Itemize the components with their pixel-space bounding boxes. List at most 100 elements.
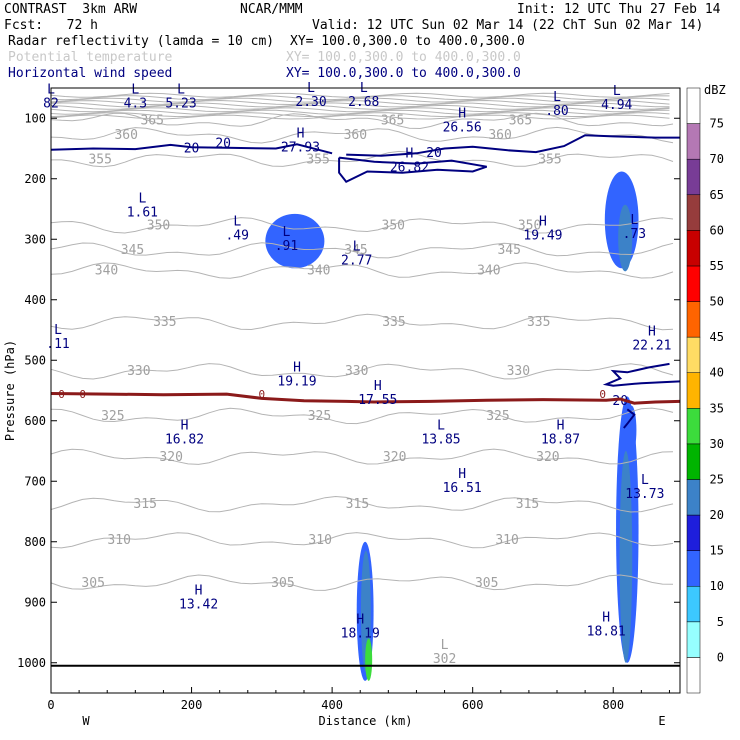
extremum-value: 2.30 (295, 95, 326, 110)
extremum-value: 16.51 (443, 481, 482, 496)
field-xy-reflectivity: XY= 100.0,300.0 to 400.0,300.0 (290, 34, 525, 49)
colorbar-swatch (686, 514, 701, 551)
theta-contour (50, 112, 670, 118)
theta-contour-label: 360 (114, 128, 137, 143)
radar-echo-layer (265, 171, 639, 681)
colorbar-swatch (686, 657, 701, 694)
theta-contour-label: 320 (383, 450, 406, 465)
theta-contour-label: 325 (486, 409, 509, 424)
x-axis-title: Distance (km) (319, 714, 413, 728)
theta-contour-label: 355 (88, 152, 111, 167)
theta-contour-label: 350 (147, 218, 170, 233)
extremum-value: .11 (46, 337, 69, 352)
colorbar-tick-label: 10 (710, 579, 724, 593)
extremum-marker: L (307, 81, 315, 96)
extremum-value: 4.3 (124, 96, 147, 111)
wind-speed-contour (602, 362, 681, 387)
colorbar-swatch (686, 265, 701, 302)
theta-contour-label: 305 (271, 576, 294, 591)
model-label: CONTRAST 3km ARW (4, 2, 138, 17)
extremum-marker: L (613, 84, 621, 99)
theta-contour (50, 102, 670, 108)
x-end-label-east: E (658, 714, 665, 728)
extremum-marker: H (539, 214, 547, 229)
theta-contour-label: 330 (507, 364, 530, 379)
extremum-marker: H (458, 107, 466, 122)
theta-contour (50, 97, 670, 103)
extremum-marker: H (557, 419, 565, 434)
theta-contour-label: 305 (475, 576, 498, 591)
y-tick-label: 600 (24, 414, 46, 428)
theta-contour-label: 310 (107, 533, 130, 548)
colorbar-tick-label: 35 (710, 401, 724, 415)
extremum-value: 18.81 (587, 625, 626, 640)
theta-contour-label: 310 (495, 533, 518, 548)
extremum-value: 13.85 (421, 433, 460, 448)
colorbar-swatch (686, 550, 701, 587)
y-axis-title: Pressure (hPa) (3, 340, 17, 441)
extremum-marker: H (374, 379, 382, 394)
colorbar-swatch (686, 443, 701, 480)
colorbar-swatch (686, 158, 701, 196)
theta-contour (50, 407, 674, 425)
theta-contour (50, 217, 674, 234)
colorbar-swatch (686, 123, 701, 160)
x-tick-label: 800 (602, 698, 624, 712)
plot-frame (50, 87, 681, 694)
extremum-value: 19.19 (277, 375, 316, 390)
theta-contour-label: 335 (153, 315, 176, 330)
y-tick-label: 700 (24, 474, 46, 488)
extremum-value: 26.82 (390, 160, 429, 175)
y-tick-label: 300 (24, 232, 46, 246)
colorbar-tick-label: 70 (710, 152, 724, 166)
theta-contour-label: 355 (538, 152, 561, 167)
colorbar-unit: dBZ (704, 83, 726, 97)
colorbar-swatch (686, 585, 701, 623)
field-xy-theta: XY= 100.0,300.0 to 400.0,300.0 (286, 50, 521, 65)
theta-contour-layer: 305 305 305 310 310 310 315 315 315 320 320 320 325 3… (50, 92, 674, 591)
radar-echo (626, 405, 637, 455)
x-tick-label: 200 (181, 698, 203, 712)
extremum-value: 18.87 (541, 433, 580, 448)
theta-contour-label: 350 (518, 218, 541, 233)
colorbar: 0 5 10 15 20 25 30 35 40 45 50 55 60 65 70 75 dBZ (686, 83, 726, 694)
theta-contour-label: 350 (382, 218, 405, 233)
theta-contour (50, 313, 674, 331)
y-tick-label: 400 (24, 293, 46, 307)
radar-echo (365, 638, 373, 681)
extremum-value: 2.77 (341, 254, 372, 269)
theta-contour (50, 495, 674, 513)
colorbar-swatch (686, 230, 701, 267)
isotherm-label: 0 (259, 388, 266, 401)
wind-speed-contour (338, 156, 488, 184)
extremum-value: 5.23 (165, 96, 196, 111)
extremum-marker: L (553, 90, 561, 105)
extremum-value: 19.49 (523, 228, 562, 243)
theta-contour-label: 345 (497, 243, 520, 258)
theta-contour-label: 305 (81, 576, 104, 591)
x-tick-label: 0 (47, 698, 54, 712)
theta-contour-label: 315 (133, 497, 156, 512)
theta-contour-label: 330 (345, 364, 368, 379)
init-time: Init: 12 UTC Thu 27 Feb 14 (517, 2, 721, 17)
theta-contour (50, 114, 670, 120)
theta-contour-label: 335 (382, 315, 405, 330)
colorbar-swatch (686, 372, 701, 409)
valid-time: Valid: 12 UTC Sun 02 Mar 14 (22 ChT Sun … (312, 18, 704, 33)
extremum-marker: H (602, 611, 610, 626)
theta-contour (50, 107, 670, 113)
wind-contour-label: 20 (426, 146, 442, 161)
x-tick-label: 600 (462, 698, 484, 712)
theta-contour (50, 109, 670, 115)
extremum-value: 13.73 (625, 487, 664, 502)
isotherm-0c (50, 392, 681, 405)
extremum-value: .49 (225, 228, 248, 243)
wind-contour-label: 20 (215, 136, 231, 151)
theta-contour-label: 325 (101, 409, 124, 424)
extremum-value: 4.94 (601, 98, 632, 113)
extremum-value: 16.82 (165, 433, 204, 448)
colorbar-swatch (686, 479, 701, 516)
x-tick-label: 400 (321, 698, 343, 712)
theta-contour (51, 150, 674, 168)
